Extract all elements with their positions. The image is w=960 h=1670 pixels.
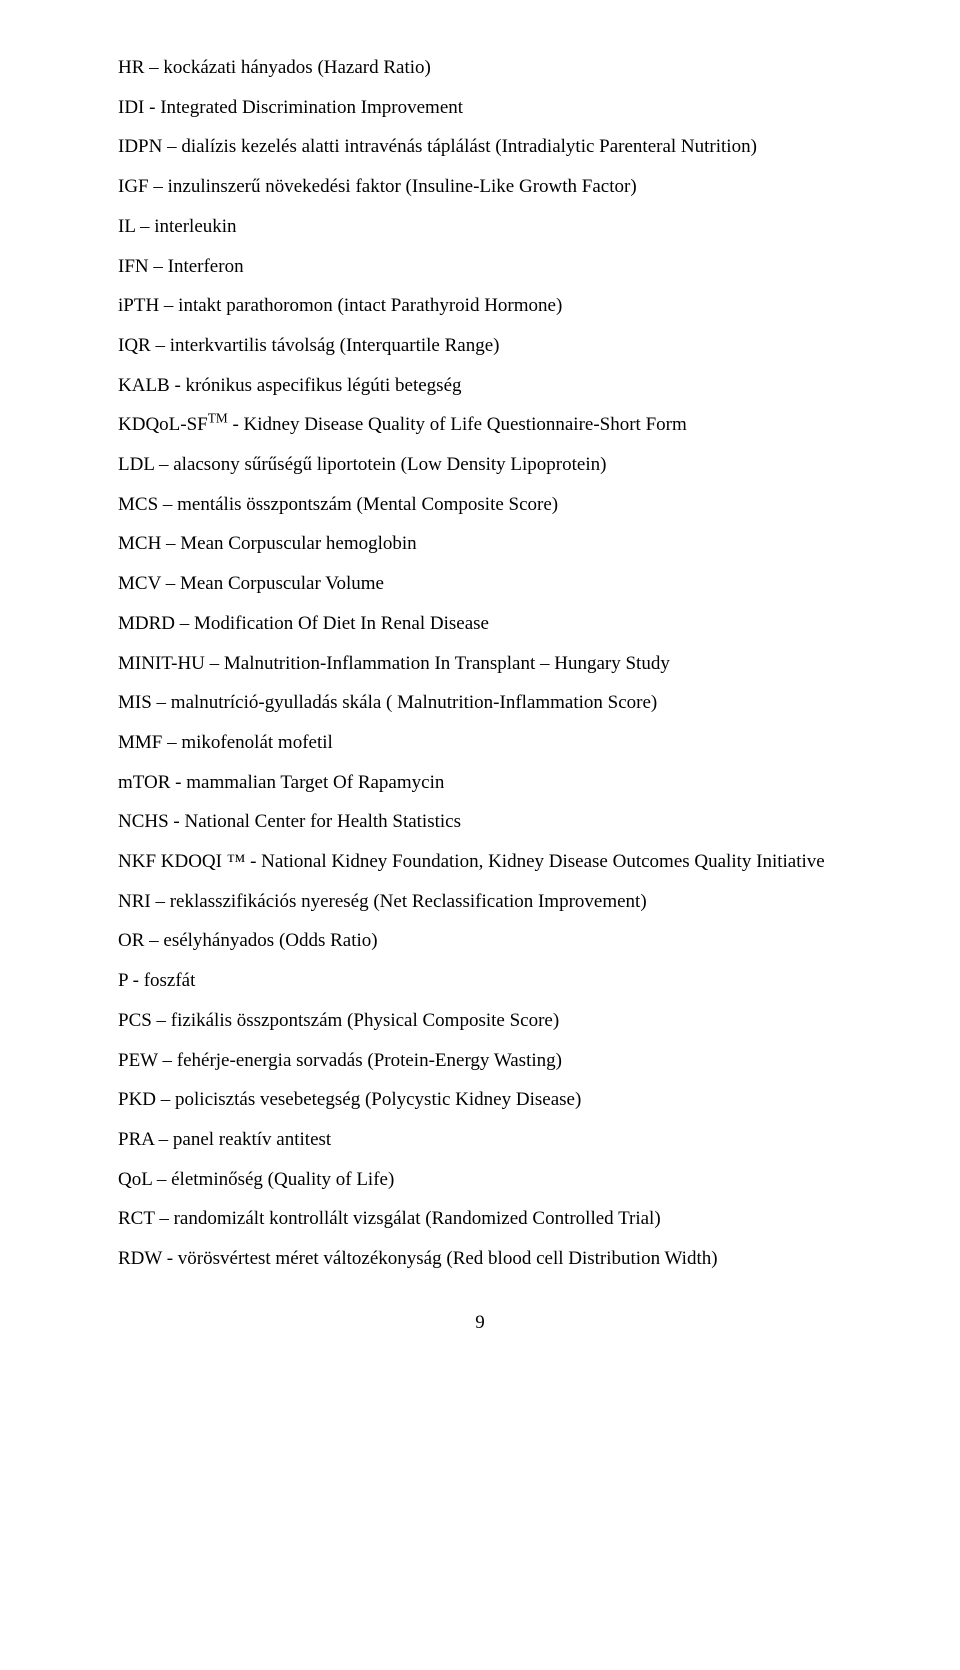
- abbreviation-line: IDI - Integrated Discrimination Improvem…: [118, 88, 842, 128]
- abbreviation-line: PKD – policisztás vesebetegség (Polycyst…: [118, 1080, 842, 1120]
- abbreviation-list: HR – kockázati hányados (Hazard Ratio)ID…: [118, 48, 842, 1279]
- abbreviation-line: MCV – Mean Corpuscular Volume: [118, 564, 842, 604]
- abbreviation-line: MCH – Mean Corpuscular hemoglobin: [118, 524, 842, 564]
- abbreviation-line: IQR – interkvartilis távolság (Interquar…: [118, 326, 842, 366]
- abbreviation-line: PCS – fizikális összpontszám (Physical C…: [118, 1001, 842, 1041]
- abbreviation-line: OR – esélyhányados (Odds Ratio): [118, 921, 842, 961]
- abbreviation-line: MDRD – Modification Of Diet In Renal Dis…: [118, 604, 842, 644]
- abbreviation-line: KALB - krónikus aspecifikus légúti beteg…: [118, 366, 842, 406]
- abbreviation-line: PRA – panel reaktív antitest: [118, 1120, 842, 1160]
- abbreviation-line: iPTH – intakt parathoromon (intact Parat…: [118, 286, 842, 326]
- abbreviation-line: IFN – Interferon: [118, 247, 842, 287]
- abbreviation-line: RDW - vörösvértest méret változékonyság …: [118, 1239, 842, 1279]
- abbreviation-line: PEW – fehérje-energia sorvadás (Protein-…: [118, 1041, 842, 1081]
- document-page: HR – kockázati hányados (Hazard Ratio)ID…: [0, 0, 960, 1383]
- abbreviation-line: NKF KDOQI ™ - National Kidney Foundation…: [118, 842, 842, 882]
- abbreviation-line: MCS – mentális összpontszám (Mental Comp…: [118, 485, 842, 525]
- abbreviation-line: P - foszfát: [118, 961, 842, 1001]
- abbreviation-line: RCT – randomizált kontrollált vizsgálat …: [118, 1199, 842, 1239]
- page-number: 9: [118, 1303, 842, 1343]
- abbreviation-line: KDQoL-SFTM - Kidney Disease Quality of L…: [118, 405, 842, 445]
- abbreviation-line: NRI – reklasszifikációs nyereség (Net Re…: [118, 882, 842, 922]
- abbreviation-line: mTOR - mammalian Target Of Rapamycin: [118, 763, 842, 803]
- abbreviation-line: IL – interleukin: [118, 207, 842, 247]
- abbreviation-line: HR – kockázati hányados (Hazard Ratio): [118, 48, 842, 88]
- abbreviation-line: MINIT-HU – Malnutrition-Inflammation In …: [118, 644, 842, 684]
- abbreviation-line: IGF – inzulinszerű növekedési faktor (In…: [118, 167, 842, 207]
- abbreviation-line: MIS – malnutríció-gyulladás skála ( Maln…: [118, 683, 842, 723]
- abbreviation-line: MMF – mikofenolát mofetil: [118, 723, 842, 763]
- abbreviation-line: IDPN – dialízis kezelés alatti intravéná…: [118, 127, 842, 167]
- abbreviation-line: LDL – alacsony sűrűségű liportotein (Low…: [118, 445, 842, 485]
- abbreviation-line: QoL – életminőség (Quality of Life): [118, 1160, 842, 1200]
- abbreviation-line: NCHS - National Center for Health Statis…: [118, 802, 842, 842]
